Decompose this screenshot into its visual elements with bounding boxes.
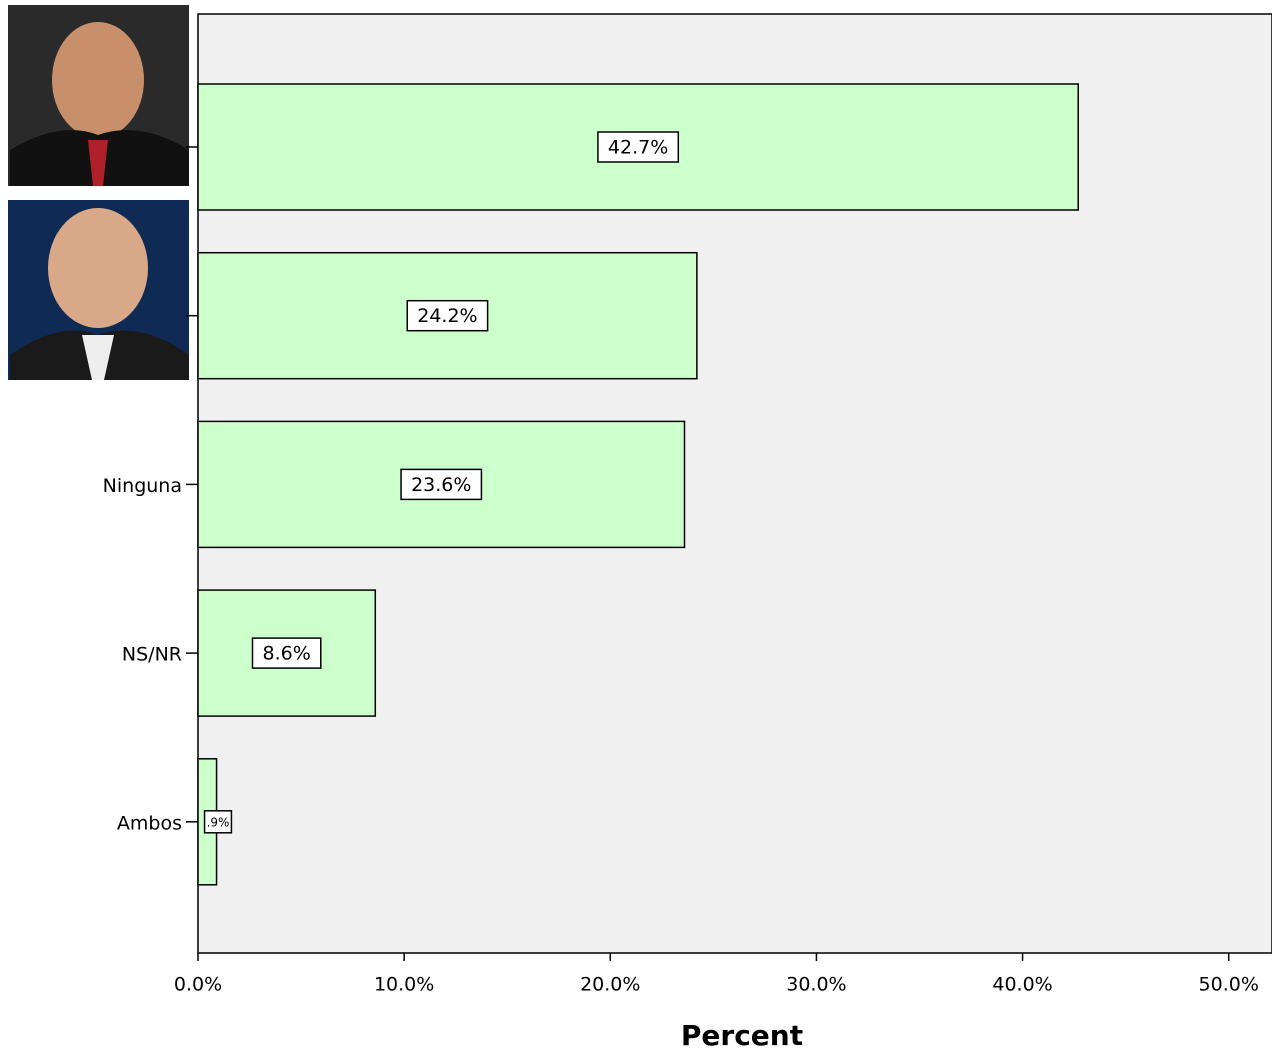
value-label-box: [406, 299, 489, 332]
value-label: 23.6%: [411, 474, 471, 496]
value-label-box: [203, 810, 233, 834]
x-tick-label: 0.0%: [174, 974, 222, 996]
value-label: 42.7%: [608, 137, 668, 159]
photo-1: [8, 5, 189, 186]
value-label: 24.2%: [417, 305, 477, 327]
x-tick-label: 20.0%: [580, 974, 640, 996]
x-axis-title: Percent: [681, 1019, 803, 1052]
value-label-box: [400, 468, 483, 501]
y-tick-label: Ninguna: [103, 475, 182, 497]
photo-2: [8, 200, 189, 380]
x-tick-label: 40.0%: [992, 974, 1052, 996]
x-tick-label: 50.0%: [1199, 974, 1259, 996]
x-tick-label: 10.0%: [374, 974, 434, 996]
value-label: .9%: [207, 815, 230, 829]
y-tick-label: NS/NR: [122, 644, 182, 666]
value-label-box: [251, 637, 322, 669]
value-label: 8.6%: [263, 643, 311, 665]
x-tick-label: 30.0%: [786, 974, 846, 996]
value-label-box: [597, 131, 680, 163]
y-tick-label: Ambos: [117, 812, 182, 834]
